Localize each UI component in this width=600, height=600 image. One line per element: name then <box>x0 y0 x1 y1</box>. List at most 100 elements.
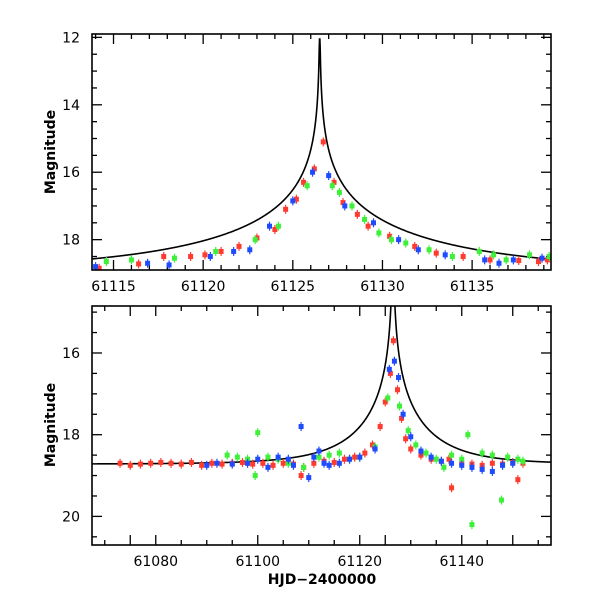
data-point-blue <box>459 462 465 468</box>
data-point-green <box>465 432 471 438</box>
data-point-red <box>352 454 358 460</box>
data-point-green <box>213 248 219 254</box>
data-point-green <box>336 189 342 195</box>
data-point-red <box>199 462 205 468</box>
data-point-red <box>270 462 276 468</box>
data-point-red <box>408 446 414 452</box>
data-point-green <box>441 464 447 470</box>
data-point-red <box>377 424 383 430</box>
data-point-green <box>103 259 109 265</box>
data-point-red <box>188 459 194 465</box>
data-point-red <box>362 450 368 456</box>
x-tick-label: 61120 <box>337 554 382 570</box>
data-point-green <box>423 450 429 456</box>
y-tick-label: 12 <box>62 30 80 46</box>
data-point-green <box>252 237 258 243</box>
data-point-red <box>370 442 375 448</box>
data-point-green <box>128 257 134 263</box>
data-point-green <box>224 452 230 458</box>
data-point-green <box>171 255 177 261</box>
data-point-green <box>546 254 551 260</box>
data-point-blue <box>391 358 397 364</box>
data-point-blue <box>347 456 353 462</box>
data-point-green <box>449 254 455 260</box>
data-point-red <box>239 459 245 465</box>
data-point-red <box>127 462 133 468</box>
data-point-red <box>354 211 360 217</box>
data-point-blue <box>449 460 455 466</box>
x-tick-label: 61115 <box>91 279 136 295</box>
data-point-red <box>387 233 393 239</box>
data-point-red <box>320 139 326 145</box>
data-point-blue <box>408 434 414 440</box>
y-tick-label: 16 <box>62 346 80 362</box>
data-point-red <box>399 415 405 421</box>
data-point-green <box>476 248 482 254</box>
data-point-red <box>137 461 143 467</box>
data-point-green <box>499 497 505 503</box>
data-point-green <box>301 464 307 470</box>
data-point-blue <box>496 260 502 266</box>
data-point-green <box>265 454 271 460</box>
data-point-red <box>403 436 409 442</box>
data-point-blue <box>418 448 424 454</box>
data-point-green <box>385 395 391 401</box>
data-point-red <box>331 459 337 465</box>
x-tick-label: 61080 <box>133 554 178 570</box>
data-point-red <box>168 460 174 466</box>
data-point-blue <box>510 460 516 466</box>
data-point-green <box>349 203 355 209</box>
data-point-blue <box>489 468 495 474</box>
data-point-red <box>209 460 215 466</box>
data-point-blue <box>306 475 312 481</box>
data-point-green <box>413 442 419 448</box>
top-model-curve <box>92 38 551 261</box>
data-point-green <box>403 240 409 246</box>
data-point-green <box>252 473 258 479</box>
data-point-blue <box>539 255 545 261</box>
x-tick-label: 61100 <box>235 554 280 570</box>
data-point-red <box>218 248 224 254</box>
data-point-red <box>301 179 307 185</box>
data-point-red <box>516 258 522 264</box>
data-point-green <box>388 237 394 243</box>
data-point-blue <box>311 454 317 460</box>
data-point-green <box>336 450 342 456</box>
data-point-red <box>394 387 400 393</box>
data-point-blue <box>370 220 376 226</box>
data-point-blue <box>214 460 220 466</box>
data-point-green <box>491 252 497 258</box>
data-point-red <box>341 456 347 462</box>
data-point-blue <box>415 247 421 253</box>
top-tick-labels: 61115 61120 61125 61130 61135 12 14 16 18 <box>62 30 494 295</box>
bottom-data-points <box>117 336 526 530</box>
data-point-green <box>515 456 521 462</box>
data-point-red <box>535 259 541 265</box>
data-point-blue <box>510 257 516 263</box>
data-point-red <box>96 265 102 270</box>
data-point-green <box>304 183 310 189</box>
top-ylabel: Magnitude <box>43 110 59 194</box>
data-point-blue <box>166 262 172 268</box>
data-point-red <box>272 227 278 233</box>
data-point-red <box>311 460 317 466</box>
bottom-axis-ticks <box>92 306 551 545</box>
data-point-red <box>340 200 346 206</box>
data-point-red <box>446 456 452 462</box>
data-point-green <box>479 450 485 456</box>
data-point-blue <box>229 461 235 467</box>
y-tick-label: 16 <box>62 165 80 181</box>
data-point-red <box>236 243 242 249</box>
data-point-red <box>489 460 495 466</box>
data-point-red <box>365 223 371 229</box>
data-point-blue <box>479 466 485 472</box>
data-point-red <box>293 196 299 202</box>
data-point-green <box>449 452 455 458</box>
top-axis-ticks <box>92 34 551 270</box>
data-point-blue <box>396 374 402 380</box>
data-point-blue <box>290 198 296 204</box>
data-point-red <box>382 399 388 405</box>
data-point-blue <box>247 247 253 253</box>
data-point-blue <box>265 464 271 470</box>
data-point-blue <box>321 460 327 466</box>
